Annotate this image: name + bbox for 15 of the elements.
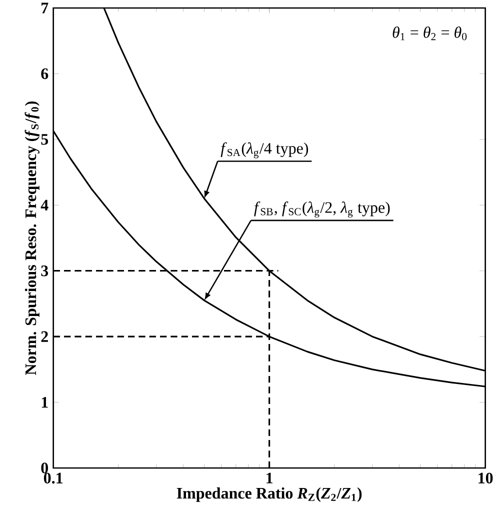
annotation: θ$_{1}$ = θ$_{2}$ = θ$_{0}$ bbox=[392, 26, 467, 40]
y-tick-label: 1 bbox=[42, 397, 48, 408]
y-tick-label: 6 bbox=[41, 68, 48, 80]
text: Impedance Ratio R$_{Z}$(Z$_{2}$/Z$_{1}$) bbox=[176, 487, 362, 502]
annotation: f$_{SA}$(λ$_{g}$/4 type) bbox=[220, 142, 308, 158]
y-tick-label: 4 bbox=[40, 200, 48, 210]
y-tick-label: 3 bbox=[41, 265, 48, 276]
x-tick-label: 10 bbox=[478, 472, 493, 484]
x-tick-label: 1 bbox=[266, 472, 272, 484]
y-tick-label: 2 bbox=[41, 331, 48, 342]
text: f$_{SB}$, f$_{SC}$(λ$_{g}$/2, λ$_{g}$ type) bbox=[254, 202, 390, 218]
x-tick-label: 0.1 bbox=[44, 472, 62, 484]
y-tick-label: 0 bbox=[41, 462, 48, 474]
y-tick-label: 5 bbox=[41, 134, 48, 145]
y-tick-label: 7 bbox=[42, 2, 48, 14]
